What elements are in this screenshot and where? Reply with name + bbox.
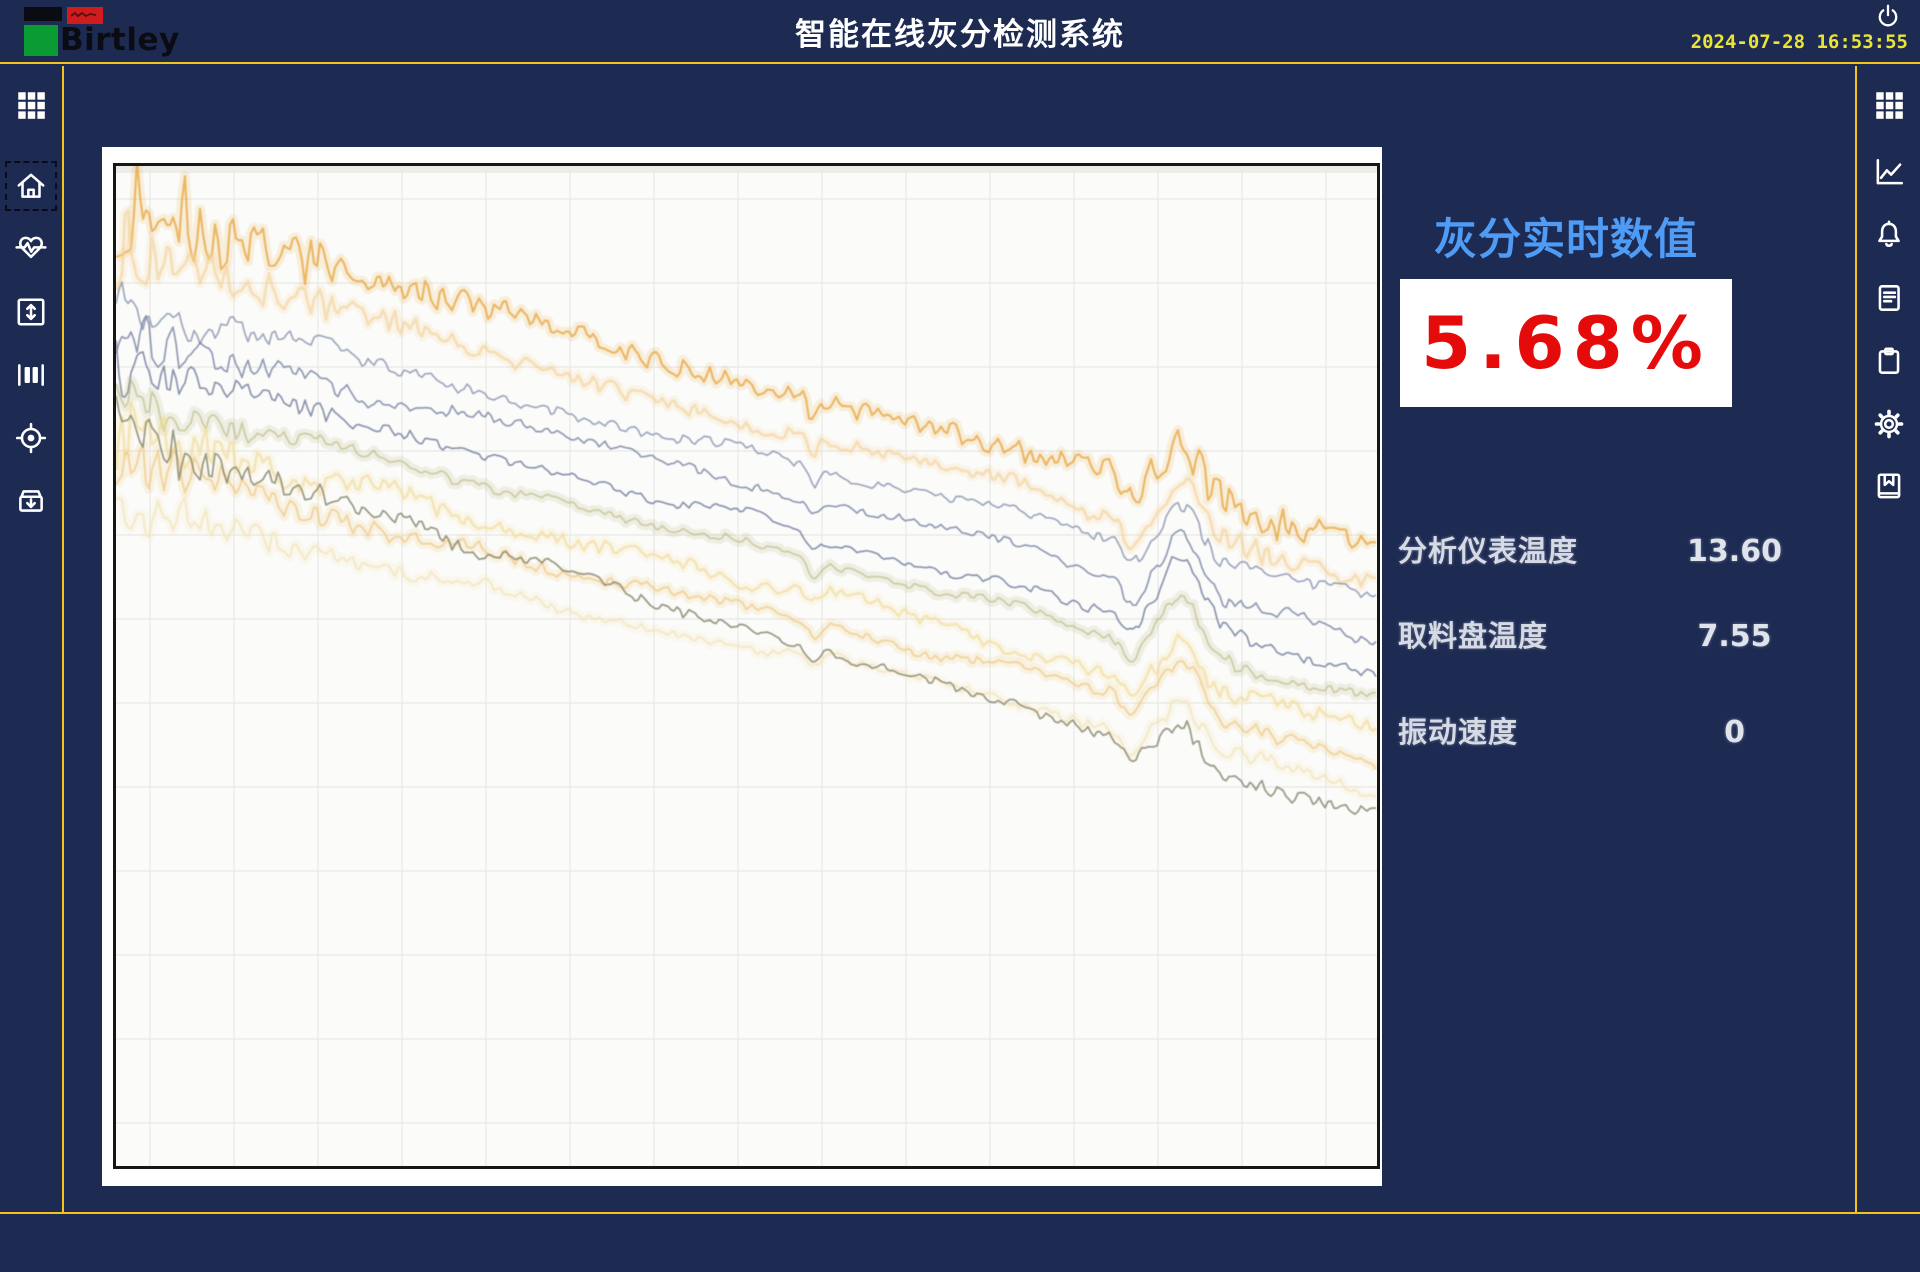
sidebar-item-alarms[interactable] (1857, 203, 1920, 266)
brand-logo-text: Birtley (60, 22, 180, 58)
reading-row-vibration: 振动速度 0 (1398, 709, 1788, 751)
sidebar-item-columns[interactable] (0, 343, 62, 406)
trace-chart-svg (116, 166, 1377, 1166)
settings-gear-icon (1874, 409, 1903, 438)
sidebar-item-archive[interactable] (0, 469, 62, 532)
reading-row-tray-temp: 取料盘温度 7.55 (1398, 613, 1788, 655)
sidebar-item-reports[interactable] (1857, 266, 1920, 329)
sidebar-item-range[interactable] (0, 280, 62, 343)
reading-row-analyzer-temp: 分析仪表温度 13.60 (1398, 528, 1788, 570)
power-button[interactable] (1872, 3, 1904, 33)
footer-bar (0, 1214, 1920, 1272)
chart-traces (116, 166, 1377, 815)
bottom-divider (0, 1212, 1920, 1214)
save-book-icon (1877, 473, 1900, 498)
ash-panel-title: 灰分实时数值 (1434, 215, 1698, 265)
heartbeat-icon (15, 236, 47, 258)
reading-label: 分析仪表温度 (1398, 534, 1579, 568)
home-icon (17, 173, 45, 198)
trend-chart-frame (113, 163, 1380, 1169)
brand-logo-icon (24, 7, 103, 56)
ash-value: 5.68% (1421, 301, 1711, 385)
sidebar-item-apps[interactable] (0, 70, 62, 140)
trace-2 (116, 208, 1377, 588)
inbox-archive-icon (19, 489, 43, 512)
report-document-icon (1878, 284, 1900, 311)
trace-9 (116, 497, 1377, 799)
trace-4 (116, 315, 1377, 646)
columns-icon (18, 363, 44, 386)
reading-label: 振动速度 (1398, 715, 1519, 749)
readings-list: 分析仪表温度 13.60 取料盘温度 7.55 振动速度 0 (1398, 528, 1788, 751)
vertical-range-icon (17, 298, 45, 325)
sidebar-item-target[interactable] (0, 406, 62, 469)
reading-value: 13.60 (1687, 534, 1782, 569)
sidebar-item-apps-right[interactable] (1857, 70, 1920, 140)
apps-grid-icon (18, 92, 45, 119)
trace-10 (116, 395, 1377, 815)
trace-5 (116, 340, 1377, 677)
target-icon (15, 422, 47, 453)
sidebar-item-health[interactable] (0, 217, 62, 280)
trend-chart-panel (102, 147, 1382, 1186)
reading-value: 0 (1724, 715, 1745, 750)
ash-value-card: 5.68% (1400, 279, 1732, 407)
reading-label: 取料盘温度 (1398, 619, 1549, 653)
sidebar-item-clipboard[interactable] (1857, 329, 1920, 392)
trace-3 (116, 281, 1377, 599)
app-header: Birtley 智能在线灰分检测系统 2024-07-28 16:53:55 (0, 0, 1920, 64)
left-sidebar (0, 66, 64, 1212)
trace-6 (116, 379, 1377, 698)
apps-grid-icon (1875, 92, 1903, 119)
sidebar-item-trend[interactable] (1857, 140, 1920, 203)
sidebar-item-saved[interactable] (1857, 455, 1920, 518)
power-icon (1878, 4, 1898, 27)
alarm-bell-icon (1877, 219, 1900, 247)
chart-top-band (116, 166, 1377, 173)
right-sidebar (1855, 66, 1920, 1212)
page-title: 智能在线灰分检测系统 (795, 17, 1125, 53)
sidebar-item-home[interactable] (0, 154, 62, 217)
sidebar-item-settings[interactable] (1857, 392, 1920, 455)
trace-7 (116, 401, 1377, 733)
brand-logo[interactable]: Birtley (12, 4, 212, 58)
trend-chart-icon (1876, 158, 1903, 184)
trace-8 (116, 443, 1377, 770)
reading-value: 7.55 (1697, 619, 1772, 654)
home-focus-outline (5, 160, 57, 211)
clipboard-icon (1878, 347, 1899, 374)
datetime-display: 2024-07-28 16:53:55 (1690, 31, 1908, 53)
trace-1 (116, 166, 1377, 549)
